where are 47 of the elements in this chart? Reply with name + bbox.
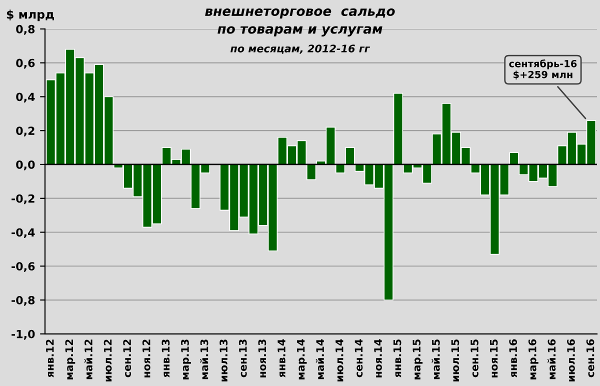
x-tick-label: май.15: [432, 339, 440, 380]
x-tick-label: янв.12: [46, 340, 54, 378]
x-tick-label: июл.16: [567, 339, 575, 382]
y-tick-label: -0,2: [12, 194, 34, 204]
x-tick-label: июл.14: [336, 339, 344, 382]
x-tick-label: ноя.14: [374, 339, 382, 378]
bar: [393, 92, 404, 165]
x-tick-label: май.16: [548, 339, 556, 380]
bar: [306, 164, 316, 180]
x-tick-label: янв.13: [162, 340, 170, 378]
chart-title: внешнеторговое сальдо по товарам и услугам: [205, 8, 395, 36]
x-tick-label: янв.15: [393, 339, 402, 378]
x-tick-label: сен.14: [354, 339, 363, 378]
x-tick-label: мар.14: [296, 339, 307, 380]
x-tick-label: ноя.13: [258, 340, 266, 378]
x-tick-label: июл.13: [220, 340, 228, 382]
y-tick-label: 0,4: [16, 92, 35, 103]
y-tick-label: 0,6: [16, 58, 35, 69]
y-tick-label: 0,2: [16, 126, 34, 136]
x-tick-label: янв.16: [509, 339, 518, 378]
x-tick-label: мар.13: [181, 340, 191, 380]
y-tick-label: 0,8: [16, 24, 35, 35]
y-tick-label: -0,6: [12, 262, 35, 272]
x-tick-label: май.12: [84, 340, 92, 380]
bar: [335, 164, 346, 174]
x-tick-label: сен.12: [123, 340, 132, 378]
y-axis-title: $ млрд: [6, 10, 54, 22]
x-tick-label: мар.16: [528, 339, 538, 380]
x-tick-label: янв.14: [278, 339, 286, 378]
x-tick-label: сен.16: [586, 339, 594, 378]
x-tick-label: мар.12: [65, 340, 76, 380]
y-tick-label: -0,8: [12, 296, 35, 306]
y-tick-label: -0,4: [12, 228, 35, 238]
x-tick-label: май.13: [200, 340, 208, 380]
y-tick-label: -1,0: [12, 330, 35, 340]
x-tick-label: сен.13: [238, 340, 247, 378]
x-tick-label: мар.15: [412, 339, 423, 380]
x-tick-label: ноя.12: [142, 340, 150, 378]
x-tick-label: июл.15: [451, 339, 460, 382]
x-tick-label: сен.15: [470, 339, 478, 378]
bar: [509, 152, 519, 165]
x-tick-label: ноя.15: [490, 339, 498, 378]
text: по месяцам, 2012-16 гг: [230, 44, 370, 54]
y-tick-label: 0,0: [16, 160, 35, 170]
x-tick-label: июл.12: [104, 340, 112, 382]
annotation: сентябрь-16 $+259 млн: [509, 59, 577, 80]
x-tick-label: май.14: [316, 339, 324, 380]
